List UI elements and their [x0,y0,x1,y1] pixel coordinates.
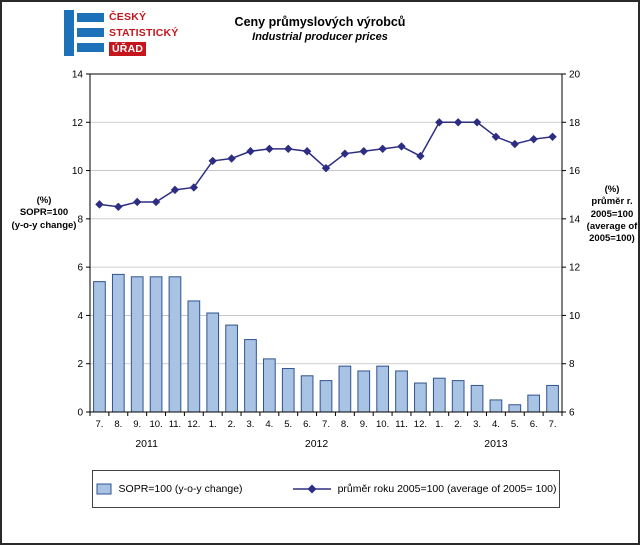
legend-item-bars: SOPR=100 (y-o-y change) [96,483,243,495]
svg-text:2.: 2. [454,419,462,430]
svg-text:9.: 9. [360,419,368,430]
producer-prices-chart: 0 2 4 6 8 10 12 14 6 8 10 12 14 16 18 20 7. 8. 9. 10. 11. 12.… [72,70,581,451]
svg-text:4.: 4. [265,419,273,430]
left-axis-label: (%) SOPR=100 (y-o-y change) [11,195,77,231]
svg-text:8.: 8. [114,419,122,430]
svg-text:4.: 4. [492,419,500,430]
svg-text:4: 4 [77,311,83,322]
svg-text:12.: 12. [414,419,427,430]
svg-text:14: 14 [569,214,581,225]
bar-series-swatch-icon [96,483,112,495]
csu-logo: ČESKÝ STATISTICKÝ ÚŘAD [64,10,178,56]
svg-text:5.: 5. [284,419,292,430]
svg-text:11.: 11. [395,419,408,430]
svg-text:9.: 9. [133,419,141,430]
svg-text:12: 12 [72,118,84,129]
svg-text:12.: 12. [187,419,200,430]
svg-text:10: 10 [72,166,84,177]
svg-text:5.: 5. [511,419,519,430]
svg-text:6: 6 [77,263,83,274]
legend-line-label: průměr roku 2005=100 (average of 2005= 1… [337,483,557,495]
svg-text:6.: 6. [303,419,311,430]
svg-text:6: 6 [569,408,575,419]
svg-text:10.: 10. [376,419,389,430]
svg-text:16: 16 [569,166,581,177]
svg-text:7.: 7. [322,419,330,430]
svg-text:2012: 2012 [305,438,329,450]
csu-logo-mark-icon [64,10,104,56]
csu-logo-text: ČESKÝ STATISTICKÝ ÚŘAD [109,10,178,56]
svg-text:8.: 8. [341,419,349,430]
svg-text:14: 14 [72,70,84,81]
logo-line-cesky: ČESKÝ [109,11,147,23]
svg-text:10.: 10. [149,419,162,430]
svg-text:6.: 6. [530,419,538,430]
svg-text:8: 8 [569,359,575,370]
chart-title: Ceny průmyslových výrobců [234,15,406,29]
svg-text:2.: 2. [228,419,236,430]
line-series-swatch-icon [292,484,331,494]
svg-text:3.: 3. [473,419,481,430]
logo-line-urad: ÚŘAD [109,41,147,56]
legend-item-line: průměr roku 2005=100 (average of 2005= 1… [292,483,557,495]
legend-bar-label: SOPR=100 (y-o-y change) [118,483,243,495]
right-axis-label: (%) průměr r. 2005=100 (average of 2005=… [586,184,638,245]
svg-text:2: 2 [77,359,83,370]
svg-text:3.: 3. [247,419,255,430]
svg-text:7.: 7. [95,419,103,430]
svg-text:7.: 7. [549,419,557,430]
svg-text:1.: 1. [209,419,217,430]
svg-text:2013: 2013 [484,438,508,450]
svg-text:18: 18 [569,118,581,129]
svg-text:20: 20 [569,70,581,81]
svg-text:1.: 1. [435,419,443,430]
legend-box: SOPR=100 (y-o-y change) průměr roku 2005… [92,470,560,508]
logo-line-statisticky: STATISTICKÝ [109,26,179,39]
svg-text:2011: 2011 [135,438,158,450]
chart-subtitle: Industrial producer prices [252,31,388,43]
svg-text:12: 12 [569,263,581,274]
svg-text:10: 10 [569,311,581,322]
svg-text:0: 0 [77,408,83,419]
svg-text:11.: 11. [169,419,182,430]
svg-text:8: 8 [77,214,83,225]
